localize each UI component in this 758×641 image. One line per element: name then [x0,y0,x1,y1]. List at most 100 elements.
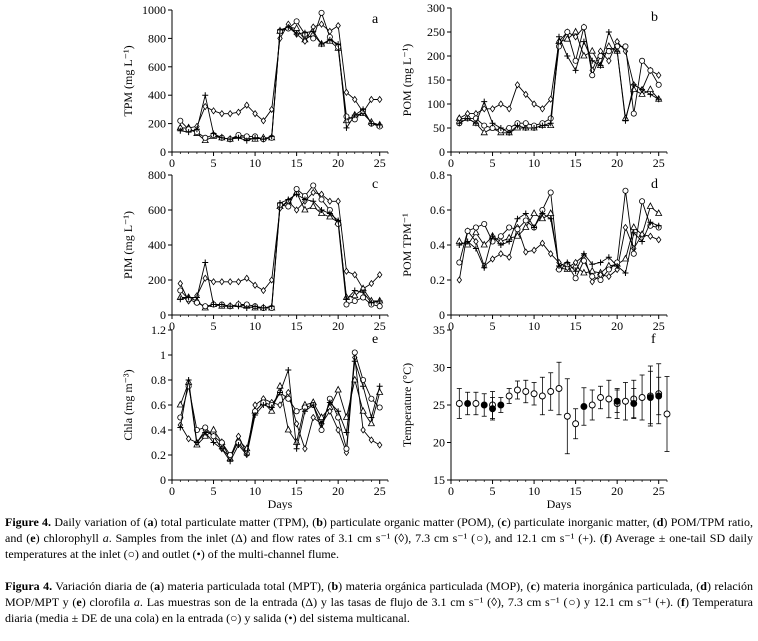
marker-circle [202,303,209,310]
marker-triangle [588,266,596,274]
marker-diamond [376,441,383,449]
marker-plus [235,134,242,141]
y-axis-label: Temperature (°C) [400,363,414,447]
marker-triangle [176,400,184,408]
x-tick-label: 20 [611,484,623,498]
marker-diamond [539,105,546,113]
marker-circle [556,43,563,50]
marker-triangle [472,228,480,236]
marker-plus [630,229,637,236]
marker-diamond [523,90,529,99]
marker-plus [506,238,513,245]
marker-diamond [285,388,292,397]
caption-en-text: ) POM/TPM ratio, and ( [5,515,753,545]
panel-label: e [372,332,378,347]
marker-plus [572,268,579,275]
marker-diamond [335,197,341,205]
x-tick-label: 20 [611,319,623,333]
y-axis-label: Chla (mg m⁻³) [121,369,135,440]
y-tick-label: 0 [160,473,166,487]
x-tick-label: 20 [332,319,344,333]
x-tick-label: 10 [528,319,540,333]
x-tick-label: 10 [528,156,540,170]
caption-es-panel-ref: f [680,594,685,609]
marker-plus [301,408,308,415]
marker-plus [376,298,383,304]
x-tick-label: 0 [448,156,454,170]
y-tick-label: 300 [427,1,445,15]
x-tick-label: 10 [249,484,261,498]
marker-diamond [335,21,341,30]
marker-diamond [252,109,258,118]
y-tick-label: 35 [433,323,445,337]
marker-plus [360,289,367,296]
marker-plus [343,124,350,131]
panel-label: f [651,332,656,347]
marker-circle [481,122,488,129]
y-tick-label: 600 [148,60,166,74]
marker-diamond [572,258,579,267]
marker-circle [472,224,479,231]
marker-diamond [589,278,595,286]
marker-plus [368,299,375,306]
y-tick-label: 800 [148,31,166,45]
marker-circle [630,250,637,257]
marker-circle-open [455,400,463,407]
y-tick-label: 20 [433,436,445,450]
marker-circle [605,266,612,273]
marker-circle-open [555,385,563,392]
marker-circle-open [597,394,604,401]
marker-triangle [605,42,613,49]
marker-plus [218,301,225,308]
marker-diamond [293,206,300,214]
caption-en-text: . Samples from the inlet (Δ) and flow ra… [108,530,604,545]
caption-es-text: . Las muestras son de la entrada (Δ) y l… [139,594,681,609]
marker-circle [506,224,513,231]
panel-e: 0 0.2 0.4 0.6 0.8 1 1.2 0 5 10 15 20 25 Chla (mg m⁻³)… [121,323,389,510]
marker-circle-open [605,395,613,403]
marker-diamond [547,95,554,103]
panel-b: 0 50 100 150 200 250 300 0 5 10 15 20 25 POM (mg L⁻¹)… [400,1,668,170]
marker-plus [605,254,612,261]
series-3-1-cm-s-1 [177,353,383,462]
marker-plus [326,210,333,217]
marker-plus [185,294,192,301]
marker-plus [481,98,488,105]
marker-diamond [655,71,662,79]
marker-plus [293,445,300,452]
marker-circle [630,110,637,117]
marker-circle [376,404,383,411]
marker-diamond [227,109,233,118]
marker-plus [285,24,292,31]
marker-plus [285,196,292,203]
marker-plus [202,92,209,99]
y-tick-label: 200 [148,117,166,131]
marker-plus [539,122,546,129]
marker-circle [597,276,604,283]
marker-plus [260,402,267,408]
marker-circle [564,28,571,35]
marker-circle [193,299,200,306]
marker-triangle [480,128,488,136]
marker-circle [293,185,300,192]
marker-circle [227,451,234,458]
y-tick-label: 0.4 [430,238,445,252]
x-tick-label: 10 [249,156,261,170]
marker-plus [456,120,463,127]
marker-circle [589,273,596,280]
caption-en-text: Daily variation of ( [51,515,148,529]
marker-diamond [506,253,512,261]
marker-plus [177,424,184,431]
marker-circle [310,35,317,42]
marker-plus [243,305,250,311]
marker-diamond [244,101,250,109]
marker-circle [343,445,350,452]
marker-plus [360,383,367,390]
marker-plus [310,402,317,408]
marker-plus [564,53,571,59]
marker-triangle [292,24,301,31]
marker-plus [556,33,562,40]
series-3-1-cm-s-1 [177,20,383,132]
caption-es-panel-ref: d [700,579,707,593]
marker-plus [227,458,234,465]
